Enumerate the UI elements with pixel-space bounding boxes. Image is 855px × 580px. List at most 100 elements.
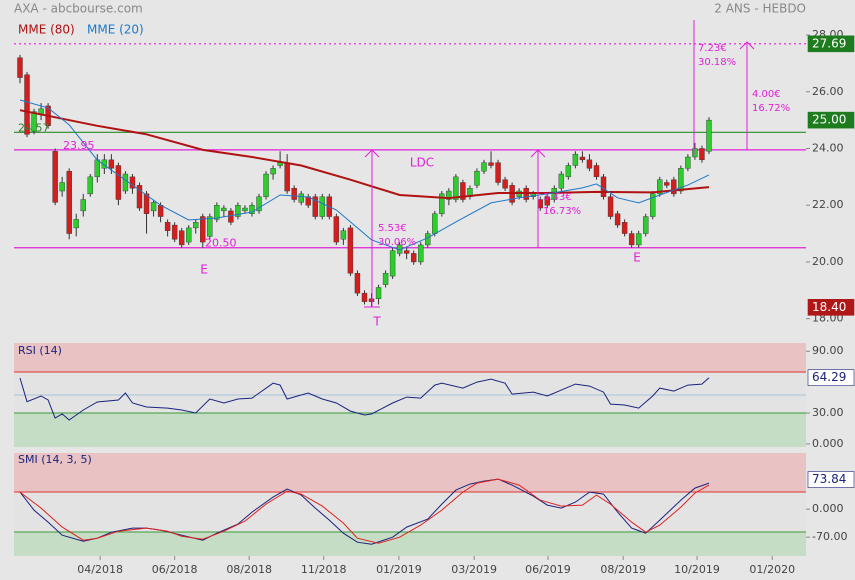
level-label: 23.95 xyxy=(63,139,95,152)
candle-body xyxy=(284,162,290,192)
candle-body xyxy=(389,250,396,277)
value-box xyxy=(807,111,855,129)
candle-body xyxy=(94,159,101,178)
candle-body xyxy=(544,196,550,206)
candle-body xyxy=(249,205,255,214)
x-tick-label: 10/2019 xyxy=(674,563,720,576)
measure-label: 4.00€ xyxy=(752,89,781,100)
candle-body xyxy=(347,227,354,274)
candle-body xyxy=(59,182,65,192)
measure-label: 3.43€ xyxy=(543,192,572,203)
candle-body xyxy=(657,179,663,195)
x-tick-label: 03/2019 xyxy=(451,563,497,576)
candle-body xyxy=(354,273,361,294)
candle-body xyxy=(193,222,199,229)
y-tick-label: 26.00 xyxy=(812,85,844,98)
oversold-zone xyxy=(14,532,806,556)
candle-body xyxy=(678,168,684,192)
overbought-zone xyxy=(14,453,806,492)
candle-body xyxy=(382,273,389,285)
candle-body xyxy=(171,224,178,240)
measure-label: 16.73% xyxy=(543,206,581,217)
value-box-label: 27.69 xyxy=(812,36,846,50)
legend-entry: MME (20) xyxy=(87,23,144,37)
candle-body xyxy=(312,196,318,217)
y-tick-label: 0.000 xyxy=(812,437,844,450)
y-tick-label: 20.00 xyxy=(812,255,844,268)
value-box xyxy=(807,299,855,316)
candle-body xyxy=(235,205,241,217)
y-tick-label: 30.00 xyxy=(812,406,844,419)
candle-body xyxy=(115,165,122,200)
x-tick-label: 01/2020 xyxy=(749,563,795,576)
y-tick-label: -70.00 xyxy=(812,530,847,543)
x-tick-label: 01/2019 xyxy=(376,563,422,576)
candle-body xyxy=(410,253,417,263)
chart-subtitle: 2 ANS - HEBDO xyxy=(714,2,806,16)
candle-body xyxy=(643,216,649,234)
candle-body xyxy=(586,159,593,169)
candle-body xyxy=(635,233,642,246)
candle-body xyxy=(699,148,705,161)
candle-body xyxy=(319,196,325,217)
candle-body xyxy=(650,193,656,217)
candle-body xyxy=(685,156,691,169)
candle-body xyxy=(291,187,297,200)
pattern-note: LDC xyxy=(410,156,434,170)
candle-body xyxy=(263,173,269,197)
candle-body xyxy=(87,176,93,195)
candle-body xyxy=(200,216,206,243)
value-box-label: 18.40 xyxy=(812,300,846,314)
candle-body xyxy=(614,213,621,226)
x-tick-label: 11/2018 xyxy=(301,563,347,576)
series-line xyxy=(19,478,710,544)
oversold-zone xyxy=(14,413,806,447)
series-line xyxy=(19,377,710,421)
candle-body xyxy=(143,193,150,214)
candle-body xyxy=(488,162,494,166)
candle-body xyxy=(122,173,129,192)
value-box-label: 64.29 xyxy=(812,370,846,384)
candle-body xyxy=(628,233,635,246)
value-box xyxy=(807,369,855,387)
candle-body xyxy=(80,199,86,212)
candle-body xyxy=(256,196,262,212)
candle-body xyxy=(136,185,143,209)
candle-body xyxy=(361,292,368,302)
candle-body xyxy=(706,119,712,152)
candle-body xyxy=(270,168,276,175)
y-tick-label: 22.00 xyxy=(812,198,844,211)
candle-body xyxy=(17,57,23,78)
x-tick-label: 04/2018 xyxy=(77,563,123,576)
neutral-zone xyxy=(14,372,806,413)
candle-body xyxy=(425,233,431,246)
candle-body xyxy=(558,173,565,189)
panel-title: SMI (14, 3, 5) xyxy=(18,453,92,466)
overbought-zone xyxy=(14,343,806,372)
candle-body xyxy=(621,222,628,234)
candle-body xyxy=(150,202,157,212)
candle-body xyxy=(474,170,480,186)
candle-body xyxy=(495,162,501,183)
candle-body xyxy=(692,148,698,158)
candle-body xyxy=(572,153,579,166)
measure-label: 7.23€ xyxy=(698,43,727,54)
candle-body xyxy=(101,159,108,169)
pattern-note: E xyxy=(200,263,208,277)
candle-body xyxy=(214,205,220,220)
candle-body xyxy=(439,193,445,214)
candle-body xyxy=(164,222,171,231)
x-tick-label: 08/2018 xyxy=(226,563,272,576)
candle-body xyxy=(565,165,572,178)
panel-title: RSI (14) xyxy=(18,344,62,357)
measure-arrow xyxy=(364,149,380,158)
candle-body xyxy=(129,176,136,189)
level-label: 24.57 xyxy=(18,121,50,134)
x-tick-label: 08/2019 xyxy=(600,563,646,576)
candle-body xyxy=(298,193,304,203)
candle-body xyxy=(178,230,185,246)
candle-body xyxy=(186,227,192,243)
candle-body xyxy=(664,182,670,186)
candle-body xyxy=(502,179,508,189)
candle-body xyxy=(403,250,410,254)
